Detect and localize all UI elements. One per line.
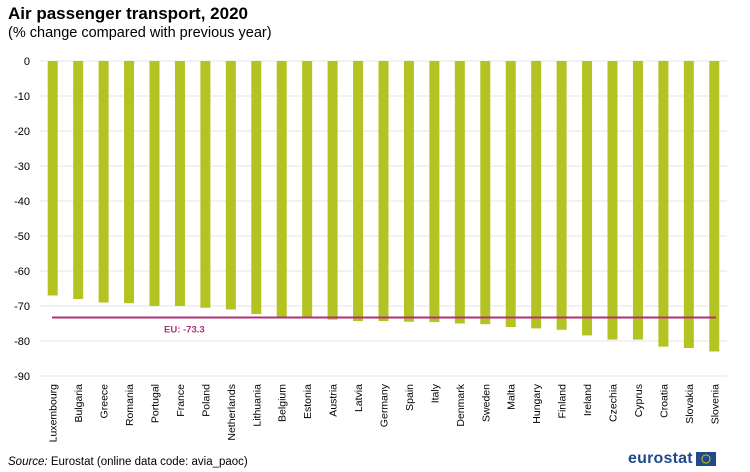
eurostat-logo: eurostat <box>628 450 716 468</box>
chart-subtitle: (% change compared with previous year) <box>8 25 272 41</box>
x-tick-label: Austria <box>328 384 340 417</box>
bar <box>582 61 593 336</box>
x-tick-label: Hungary <box>531 383 543 423</box>
y-tick-label: -90 <box>14 371 30 383</box>
x-tick-label: Bulgaria <box>73 384 85 423</box>
bar <box>429 61 440 323</box>
bar <box>353 61 364 322</box>
bar <box>251 61 262 315</box>
eu-flag-icon <box>695 452 716 466</box>
x-tick-label: Italy <box>429 383 441 403</box>
x-tick-label: Slovenia <box>709 384 721 424</box>
x-tick-label: Portugal <box>150 384 162 423</box>
bar <box>73 61 84 299</box>
x-tick-label: Finland <box>557 384 569 419</box>
x-tick-label: France <box>175 384 187 417</box>
logo-text: eurostat <box>628 450 693 467</box>
bar <box>47 61 58 296</box>
x-tick-label: Poland <box>200 384 212 417</box>
x-tick-label: Lithuania <box>251 384 263 427</box>
x-tick-label: Ireland <box>582 384 594 416</box>
x-tick-label: Spain <box>404 384 416 411</box>
x-tick-label: Greece <box>99 384 111 419</box>
bar <box>658 61 669 347</box>
x-tick-label: Estonia <box>302 384 314 419</box>
bar <box>607 61 618 340</box>
source-note: Source: Eurostat (online data code: avia… <box>8 456 248 468</box>
x-tick-label: Denmark <box>455 383 467 426</box>
x-tick-label: Luxembourg <box>48 384 60 443</box>
bar <box>124 61 135 304</box>
bar <box>302 61 313 319</box>
bar <box>149 61 160 306</box>
x-tick-label: Sweden <box>480 384 492 422</box>
x-tick-label: Slovakia <box>684 384 696 424</box>
bar <box>556 61 567 330</box>
y-tick-label: 0 <box>24 56 30 68</box>
bar <box>98 61 109 303</box>
x-tick-label: Malta <box>506 384 518 410</box>
source-text: Eurostat (online data code: avia_paoc) <box>50 456 248 468</box>
x-tick-label: Romania <box>124 384 136 426</box>
bar <box>531 61 542 329</box>
x-tick-label: Germany <box>379 383 391 427</box>
bar <box>480 61 491 325</box>
bar <box>454 61 465 324</box>
bar <box>276 61 287 318</box>
bar <box>505 61 516 327</box>
bar <box>683 61 694 348</box>
source-label: Source: <box>8 456 48 468</box>
y-tick-label: -40 <box>14 196 30 208</box>
y-tick-label: -20 <box>14 126 30 138</box>
x-tick-label: Croatia <box>658 384 670 418</box>
bar <box>327 61 338 320</box>
x-tick-label: Cyprus <box>633 384 645 417</box>
eu-reference-label: EU: -73.3 <box>164 325 205 336</box>
bar <box>378 61 389 322</box>
chart-title: Air passenger transport, 2020 <box>8 4 248 23</box>
bar <box>632 61 643 340</box>
bar <box>225 61 236 310</box>
y-tick-label: -10 <box>14 91 30 103</box>
bar-chart: 0 -10 -20 -30 -40 -50 -60 -70 -80 -90 EU: -73.3 Lux… <box>14 56 727 443</box>
y-tick-label: -30 <box>14 161 30 173</box>
y-tick-label: -80 <box>14 336 30 348</box>
x-tick-label: Czechia <box>608 384 620 422</box>
bar <box>174 61 185 306</box>
bar <box>403 61 414 322</box>
x-tick-label: Belgium <box>277 384 289 422</box>
x-tick-label: Latvia <box>353 384 365 412</box>
bar <box>200 61 211 308</box>
y-tick-label: -50 <box>14 231 30 243</box>
y-tick-label: -70 <box>14 301 30 313</box>
bar <box>709 61 720 352</box>
y-tick-label: -60 <box>14 266 30 278</box>
x-tick-label: Netherlands <box>226 384 238 441</box>
